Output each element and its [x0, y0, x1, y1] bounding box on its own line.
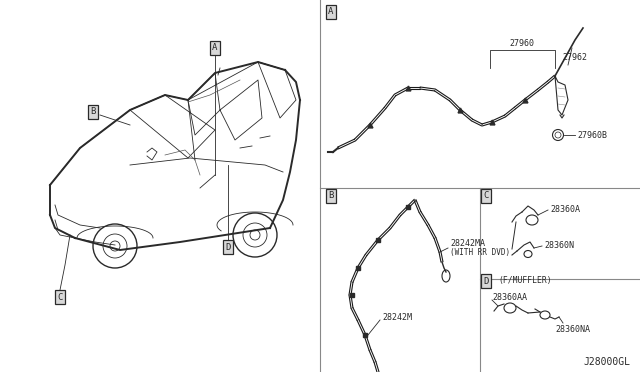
Text: D: D — [483, 276, 489, 285]
Text: 28360NA: 28360NA — [555, 324, 590, 334]
Text: 27962: 27962 — [562, 54, 587, 62]
Text: A: A — [328, 7, 333, 16]
Text: 28242M: 28242M — [382, 314, 412, 323]
Text: J28000GL: J28000GL — [583, 357, 630, 367]
Text: D: D — [225, 243, 230, 251]
Text: 27960: 27960 — [509, 39, 534, 48]
Text: 28242MA: 28242MA — [450, 240, 485, 248]
Text: C: C — [58, 292, 63, 301]
Text: B: B — [328, 192, 333, 201]
Text: B: B — [90, 108, 96, 116]
Text: (WITH RR DVD): (WITH RR DVD) — [450, 247, 510, 257]
Text: A: A — [212, 44, 218, 52]
Text: C: C — [483, 192, 489, 201]
Text: (F/MUFFLER): (F/MUFFLER) — [498, 276, 552, 285]
Text: 28360AA: 28360AA — [492, 292, 527, 301]
Text: 27960B: 27960B — [577, 131, 607, 140]
Text: 28360A: 28360A — [550, 205, 580, 214]
Text: 28360N: 28360N — [544, 241, 574, 250]
